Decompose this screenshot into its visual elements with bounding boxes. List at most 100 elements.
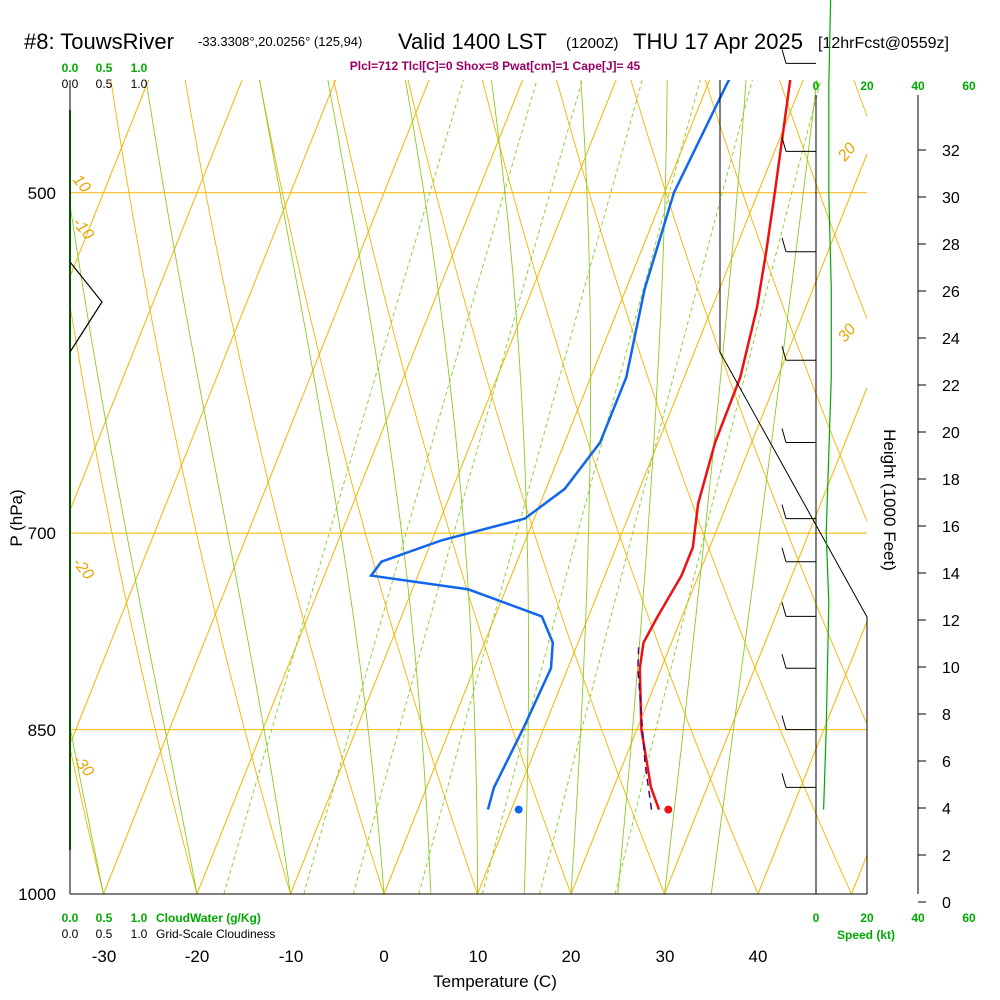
parcel-path-line	[637, 642, 653, 810]
mixing-ratio-label: 20	[618, 896, 638, 916]
surface-dewpoint-point	[514, 805, 523, 814]
cloudwater-tick: 0.5	[96, 61, 113, 75]
isotherm-label: 20	[834, 140, 859, 165]
wind-barb-flag	[781, 715, 787, 730]
forecast-date: THU 17 Apr 2025	[633, 29, 803, 54]
moist-adiabat-line	[710, 80, 818, 894]
zulu-time: (1200Z)	[566, 35, 619, 52]
cloudiness-tick: 0.5	[96, 927, 113, 941]
speed-tick-top: 40	[911, 79, 925, 93]
mixing-ratio-label: 12	[543, 896, 563, 916]
dry-adiabat-line	[407, 80, 665, 894]
height-tick-label: 6	[942, 754, 951, 771]
cloudwater-tick: 1.0	[131, 61, 148, 75]
temperature-tick-label: -30	[92, 947, 117, 966]
height-tick-label: 18	[942, 472, 960, 489]
x-axis-label: Temperature (C)	[433, 972, 557, 991]
dry-adiabat-line	[184, 80, 385, 894]
dry-adiabat-line	[630, 80, 867, 726]
wind-barb-flag	[781, 504, 787, 519]
surface-temperature-point	[664, 805, 673, 814]
speed-tick-top: 60	[962, 79, 976, 93]
isotherm-line	[103, 80, 430, 894]
speed-tick-bottom: 0	[813, 911, 820, 925]
mixing-ratio-line	[223, 80, 464, 894]
mixing-ratio-label: 2	[308, 903, 325, 917]
wind-barb-flag	[781, 602, 787, 617]
speed-axis-label: Speed (kt)	[837, 928, 895, 942]
moist-adiabat-line	[259, 80, 385, 894]
dewpoint-line	[368, 80, 731, 810]
height-tick-label: 28	[942, 237, 960, 254]
forecast-hours: [12hrFcst@0559z]	[818, 35, 949, 52]
isotherm-line	[70, 80, 337, 746]
wind-barb-flag	[781, 654, 787, 669]
height-tick-label: 22	[942, 378, 960, 395]
mixing-ratio-label: 8	[486, 903, 503, 917]
moist-adiabat-line	[570, 80, 592, 894]
isotherm-line	[0, 0, 291, 894]
temperature-tick-label: -20	[185, 947, 210, 966]
wind-speed-line	[823, 0, 832, 810]
speed-tick-top: 0	[813, 79, 820, 93]
height-tick-label: 16	[942, 519, 960, 536]
height-tick-label: 10	[942, 660, 960, 677]
dry-adiabat-line	[704, 80, 867, 523]
height-tick-label: 12	[942, 613, 960, 630]
dry-adiabat-line	[802, 0, 1000, 894]
y-axis-label: P (hPa)	[7, 489, 26, 546]
moist-adiabat-line	[664, 80, 747, 894]
temperature-tick-label: 30	[656, 947, 675, 966]
valid-time: Valid 1400 LST	[398, 29, 547, 54]
dry-adiabat-line	[70, 302, 198, 894]
isotherm-label: 10	[69, 172, 94, 197]
height-tick-label: 32	[942, 143, 960, 160]
pressure-tick-label: 850	[28, 721, 56, 740]
sounding-profiles	[368, 80, 792, 814]
moist-adiabat-line	[490, 80, 529, 894]
pressure-tick-label: 500	[28, 184, 56, 203]
cloudwater-tick: 0.5	[96, 911, 113, 925]
isotherm-line	[0, 0, 10, 894]
pressure-tick-label: 700	[28, 524, 56, 543]
dry-adiabat-line	[110, 80, 291, 894]
dry-adiabat-line	[991, 0, 1000, 894]
wind-barb-flag	[781, 428, 787, 443]
isotherm-label: 30	[835, 321, 860, 346]
cloudiness-label: Grid-Scale Cloudiness	[156, 927, 275, 941]
moist-adiabat-line	[617, 80, 668, 894]
cloudiness-line	[69, 261, 103, 353]
height-tick-label: 24	[942, 331, 960, 348]
height-tick-label: 8	[942, 707, 951, 724]
mixing-ratio-line	[481, 80, 701, 894]
speed-tick-bottom: 20	[860, 911, 874, 925]
isotherm-line	[570, 152, 867, 894]
height-tick-label: 14	[942, 566, 960, 583]
isotherm-line	[70, 80, 150, 278]
wind-barb-flag	[781, 773, 787, 788]
mixing-ratio-line	[614, 80, 822, 894]
height-tick-label: 2	[942, 848, 951, 865]
dry-adiabat-line	[556, 80, 852, 894]
speed-tick-bottom: 40	[911, 911, 925, 925]
cloudwater-label: CloudWater (g/Kg)	[156, 911, 261, 925]
speed-tick-bottom: 60	[962, 911, 976, 925]
isotherm-line	[664, 386, 867, 894]
cloudiness-tick: 1.0	[131, 77, 148, 91]
height-tick-label: 0	[942, 895, 951, 912]
wind-barb-flag	[781, 237, 787, 252]
cloudiness-tick: 0.5	[96, 77, 113, 91]
dry-adiabat-line	[739, 0, 1000, 894]
wind-barb-flag	[781, 547, 787, 562]
plot-boundary-line	[719, 80, 868, 894]
isotherm-line	[0, 0, 197, 894]
mixing-ratio-label: 5	[422, 903, 439, 917]
stability-indices: Plcl=712 Tlcl[C]=0 Shox=8 Pwat[cm]=1 Cap…	[350, 59, 641, 73]
height-tick-label: 4	[942, 801, 951, 818]
moist-adiabat-line	[145, 80, 291, 894]
wind-barb-flag	[781, 346, 787, 361]
station-name: #8: TouwsRiver	[24, 29, 174, 54]
